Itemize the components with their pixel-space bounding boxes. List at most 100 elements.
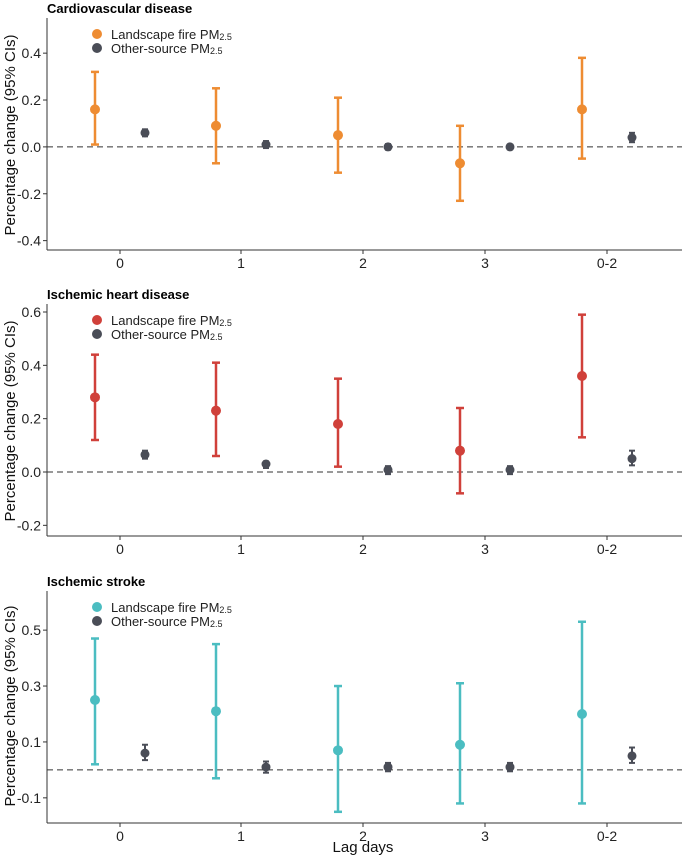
x-tick-label: 2 [359,255,367,271]
x-tick-label: 3 [481,255,489,271]
data-point-other [627,133,637,143]
legend-marker-fire [92,602,102,612]
y-axis-label: Percentage change (95% CIs) [2,606,19,807]
panel-title-ischemic-stroke: Ischemic stroke [47,574,145,589]
legend-label-fire: Landscape fire PM2.5 [111,600,232,615]
data-point-other [140,128,150,138]
legend-subscript-other: 2.5 [210,332,223,342]
y-tick-label: -0.4 [17,233,41,249]
data-point-other [261,459,271,469]
data-point-other [505,762,515,772]
legend-text-fire: Landscape fire PM [111,313,219,328]
data-point-fire [90,104,100,115]
data-point-fire [455,445,465,456]
data-point-other [261,140,271,150]
x-tick-label: 2 [359,828,367,844]
y-tick-label: 0.1 [22,734,42,750]
legend-label-other: Other-source PM2.5 [111,41,223,56]
x-tick-label: 1 [237,541,245,557]
marks-ischemic-stroke [90,620,637,814]
y-tick-label: 0.4 [22,45,42,61]
y-tick-label: 0.5 [22,622,42,638]
x-tick-label: 2 [359,541,367,557]
y-ticks-ischemic-stroke: -0.1 0.1 0.3 0.5 [17,622,47,806]
x-ticks-cardiovascular: 0 1 2 3 0-2 [116,250,617,271]
x-tick-label: 0-2 [597,828,617,844]
legend-text-other: Other-source PM [111,327,210,342]
data-point-fire [577,708,587,719]
data-point-other [140,450,150,460]
x-tick-label: 3 [481,828,489,844]
x-tick-label: 1 [237,255,245,271]
legend-label-other: Other-source PM2.5 [111,614,223,629]
y-tick-label: 0.2 [22,92,42,108]
data-point-fire [90,392,100,403]
legend-subscript-fire: 2.5 [219,32,232,42]
marks-cardiovascular [90,56,637,203]
y-tick-label: 0.4 [22,357,42,373]
data-point-other [261,762,271,772]
y-tick-label: 0.0 [22,464,42,480]
legend-text-fire: Landscape fire PM [111,27,219,42]
y-tick-label: 0.2 [22,411,42,427]
legend-marker-other [92,43,102,53]
legend-text-other: Other-source PM [111,41,210,56]
x-tick-label: 3 [481,541,489,557]
y-tick-label: -0.2 [17,186,41,202]
y-ticks-cardiovascular: -0.4 -0.2 0.0 0.2 0.4 [17,45,47,249]
x-tick-label: 0 [116,828,124,844]
data-point-fire [333,419,343,429]
legend-label-fire: Landscape fire PM2.5 [111,313,232,328]
data-point-other [383,142,393,152]
y-tick-label: -0.1 [17,790,41,806]
y-tick-label: 0.0 [22,139,42,155]
legend-label-fire: Landscape fire PM2.5 [111,27,232,42]
x-tick-label: 1 [237,828,245,844]
data-point-other [383,762,393,772]
y-tick-label: -0.2 [17,517,41,533]
x-tick-label: 0-2 [597,255,617,271]
legend-label-other: Other-source PM2.5 [111,327,223,342]
data-point-fire [211,405,221,416]
legend-subscript-fire: 2.5 [219,318,232,328]
x-tick-label: 0 [116,541,124,557]
y-ticks-ischemic-heart: -0.2 0.0 0.2 0.4 0.6 [17,304,47,533]
x-tick-label: 0-2 [597,541,617,557]
data-point-other [505,465,515,475]
data-point-fire [577,104,587,115]
data-point-fire [455,158,465,169]
legend-marker-other [92,329,102,339]
data-point-fire [211,120,221,131]
legend-marker-other [92,616,102,626]
x-tick-label: 0 [116,255,124,271]
data-point-other [505,142,515,152]
x-ticks-ischemic-stroke: 0 1 2 3 0-2 [116,823,617,844]
data-point-fire [333,745,343,756]
data-point-fire [90,695,100,706]
x-ticks-ischemic-heart: 0 1 2 3 0-2 [116,536,617,557]
panel-ischemic-heart: Ischemic heart disease Landscape fire PM… [2,287,682,557]
data-point-fire [577,371,587,381]
legend-ischemic-stroke: Landscape fire PM2.5 Other-source PM2.5 [92,600,232,629]
panel-title-ischemic-heart: Ischemic heart disease [47,287,189,302]
data-point-other [140,748,150,758]
legend-marker-fire [92,29,102,39]
x-axis-label: Lag days [333,839,394,856]
data-point-other [627,454,637,464]
data-point-other [383,465,393,475]
panel-title-cardiovascular: Cardiovascular disease [47,1,192,16]
legend-text-fire: Landscape fire PM [111,600,219,615]
legend-subscript-fire: 2.5 [219,605,232,615]
marks-ischemic-heart [90,313,637,495]
y-axis-label: Percentage change (95% CIs) [2,321,19,522]
panel-cardiovascular: Cardiovascular disease Landscape fire PM… [2,1,682,271]
y-tick-label: 0.6 [22,304,42,320]
data-point-fire [333,130,343,141]
legend-ischemic-heart: Landscape fire PM2.5 Other-source PM2.5 [92,313,232,342]
y-tick-label: 0.3 [22,678,42,694]
data-point-fire [455,739,465,750]
legend-subscript-other: 2.5 [210,46,223,56]
legend-text-other: Other-source PM [111,614,210,629]
y-axis-label: Percentage change (95% CIs) [2,35,19,236]
